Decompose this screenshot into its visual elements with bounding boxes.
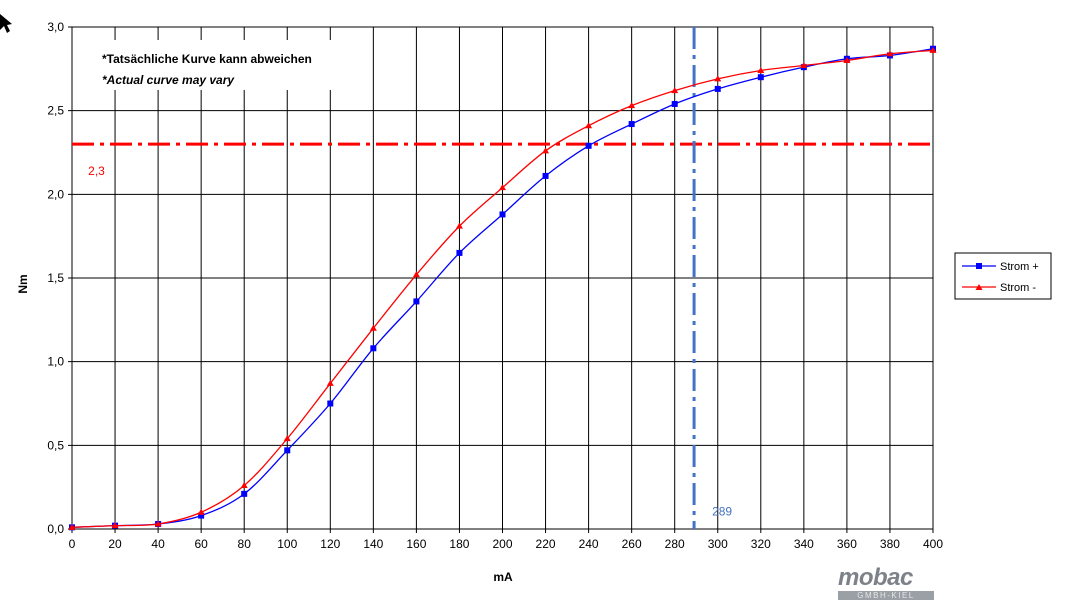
data-point-strom-minus (455, 222, 463, 229)
y-tick-label: 0,5 (47, 438, 64, 452)
data-point-strom-minus (499, 184, 506, 191)
data-point-strom-minus (585, 122, 593, 129)
plot-grid (68, 26, 934, 533)
data-point-strom-minus (111, 522, 119, 529)
legend: Strom + Strom - (954, 252, 1052, 300)
data-point-strom-minus (154, 520, 162, 527)
x-tick-label: 320 (751, 537, 771, 551)
x-tick-label: 240 (579, 537, 599, 551)
data-point-strom-plus (370, 345, 377, 352)
y-tick-label: 2,0 (47, 187, 64, 201)
data-point-strom-minus (542, 147, 550, 154)
x-axis-title: mA (493, 570, 513, 584)
data-point-strom-plus (456, 249, 463, 256)
annotation-english: *Actual curve may vary (102, 73, 235, 87)
y-tick-label: 3,0 (47, 20, 64, 34)
data-point-strom-minus (929, 46, 937, 53)
x-tick-label: 120 (320, 537, 340, 551)
data-point-strom-plus (628, 121, 635, 128)
annotation-german: *Tatsächliche Kurve kann abweichen (102, 52, 312, 66)
x-tick-label: 360 (837, 537, 857, 551)
data-point-strom-minus (628, 102, 636, 109)
x-tick-label: 300 (708, 537, 728, 551)
data-point-strom-plus (757, 74, 764, 81)
logo-subline: GMBH-KIEL (838, 591, 934, 600)
y-tick-label: 1,5 (47, 271, 64, 285)
data-point-strom-minus (197, 508, 205, 515)
data-point-strom-plus (542, 172, 549, 179)
logo-wordmark: mobac (838, 564, 913, 591)
data-point-strom-plus (284, 447, 291, 454)
x-tick-label: 140 (363, 537, 383, 551)
x-tick-label: 180 (449, 537, 469, 551)
data-point-strom-plus (585, 142, 592, 149)
data-point-strom-minus (326, 379, 334, 386)
data-point-strom-plus (241, 490, 248, 497)
data-point-strom-minus (843, 56, 851, 63)
x-tick-label: 40 (151, 537, 165, 551)
legend-marker-strom-plus (976, 263, 982, 269)
data-point-strom-minus (714, 75, 722, 82)
data-point-strom-plus (499, 211, 506, 218)
x-tick-label: 280 (665, 537, 685, 551)
reference-label-x: 289 (712, 505, 732, 519)
data-point-strom-minus (412, 271, 420, 278)
data-point-strom-plus (327, 400, 334, 407)
reference-label-y: 2,3 (88, 164, 105, 178)
data-point-strom-minus (240, 481, 248, 488)
y-tick-label: 2,5 (47, 104, 64, 118)
x-tick-label: 400 (923, 537, 943, 551)
series-layer (68, 45, 937, 531)
x-tick-label: 220 (536, 537, 556, 551)
data-point-strom-plus (714, 85, 721, 92)
y-tick-label: 0,0 (47, 522, 64, 536)
cursor-arrow-icon (0, 14, 12, 33)
x-tick-labels: 0 20 40 60 80 100 120 140 160 180 200 220 240 260 280 3… (69, 537, 944, 551)
legend-marker-strom-minus (975, 284, 983, 290)
data-point-strom-minus (800, 61, 808, 68)
x-tick-label: 380 (880, 537, 900, 551)
y-tick-labels: 0,0 0,5 1,0 1,5 2,0 2,5 3,0 (47, 20, 64, 536)
x-tick-label: 80 (238, 537, 252, 551)
x-tick-label: 160 (406, 537, 426, 551)
x-tick-label: 60 (194, 537, 208, 551)
y-tick-label: 1,0 (47, 355, 64, 369)
data-point-strom-minus (671, 87, 679, 94)
y-axis-title: Nm (16, 274, 30, 293)
data-point-strom-minus (757, 67, 765, 74)
mobac-logo: mobac GMBH-KIEL (838, 566, 942, 602)
x-tick-label: 200 (492, 537, 512, 551)
x-tick-label: 260 (622, 537, 642, 551)
data-point-strom-plus (671, 100, 678, 107)
reference-lines: 2,3 289 (72, 27, 933, 529)
legend-label-strom-minus: Strom - (1000, 282, 1036, 294)
data-point-strom-minus (68, 523, 76, 530)
annotation-box: *Tatsächliche Kurve kann abweichen *Actu… (92, 40, 354, 90)
legend-label-strom-plus: Strom + (1000, 261, 1039, 273)
series-line-strom-minus (71, 49, 934, 528)
data-point-strom-plus (198, 512, 205, 519)
data-point-strom-minus (886, 50, 894, 57)
data-point-strom-minus (369, 324, 377, 331)
x-tick-label: 100 (277, 537, 297, 551)
data-point-strom-minus (283, 435, 291, 442)
data-point-strom-plus (413, 298, 420, 305)
x-tick-label: 340 (794, 537, 814, 551)
x-tick-label: 0 (69, 537, 76, 551)
x-tick-label: 20 (108, 537, 122, 551)
